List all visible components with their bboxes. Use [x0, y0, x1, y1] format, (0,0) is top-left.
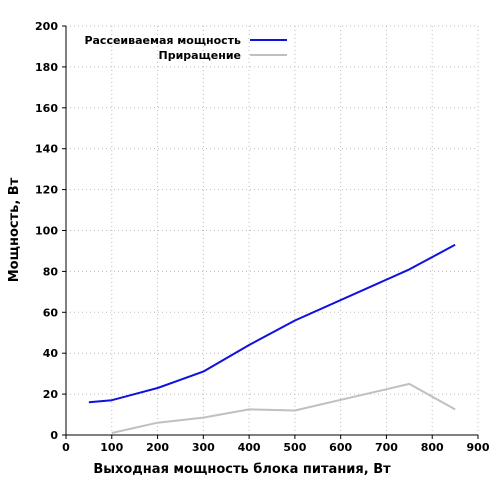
y-tick-label: 40: [43, 347, 59, 360]
ticks: 0 100 200 300 400 500 600 700 800 900 0 20 40 60 80 100…: [35, 20, 490, 454]
x-tick-label: 200: [146, 441, 169, 454]
y-tick-label: 0: [50, 429, 58, 442]
y-tick-label: 60: [43, 306, 59, 319]
x-tick-label: 100: [100, 441, 123, 454]
y-tick-label: 20: [43, 388, 59, 401]
grid: [66, 25, 479, 435]
x-tick-label: 600: [329, 441, 352, 454]
x-tick-label: 500: [283, 441, 306, 454]
legend-label-0: Рассеиваемая мощность: [84, 34, 241, 47]
y-axis-title: Мощность, Вт: [7, 177, 22, 282]
y-tick-label: 140: [35, 143, 58, 156]
y-tick-label: 80: [43, 265, 59, 278]
x-tick-label: 700: [375, 441, 398, 454]
x-tick-label: 300: [192, 441, 215, 454]
x-tick-label: 900: [467, 441, 490, 454]
y-tick-label: 180: [35, 61, 58, 74]
x-tick-label: 400: [238, 441, 261, 454]
series-layer: [88, 243, 456, 434]
y-tick-label: 100: [35, 225, 58, 238]
x-tick-label: 0: [62, 441, 70, 454]
y-tick-label: 200: [35, 20, 58, 33]
series-line-1: [111, 382, 456, 434]
series-line-0: [88, 243, 456, 404]
x-axis-title: Выходная мощность блока питания, Вт: [93, 462, 391, 477]
axes: [65, 26, 478, 436]
legend: Рассеиваемая мощность Приращение: [84, 34, 287, 62]
y-tick-label: 120: [35, 184, 58, 197]
y-tick-label: 160: [35, 102, 58, 115]
legend-label-1: Приращение: [159, 49, 241, 62]
x-tick-label: 800: [421, 441, 444, 454]
